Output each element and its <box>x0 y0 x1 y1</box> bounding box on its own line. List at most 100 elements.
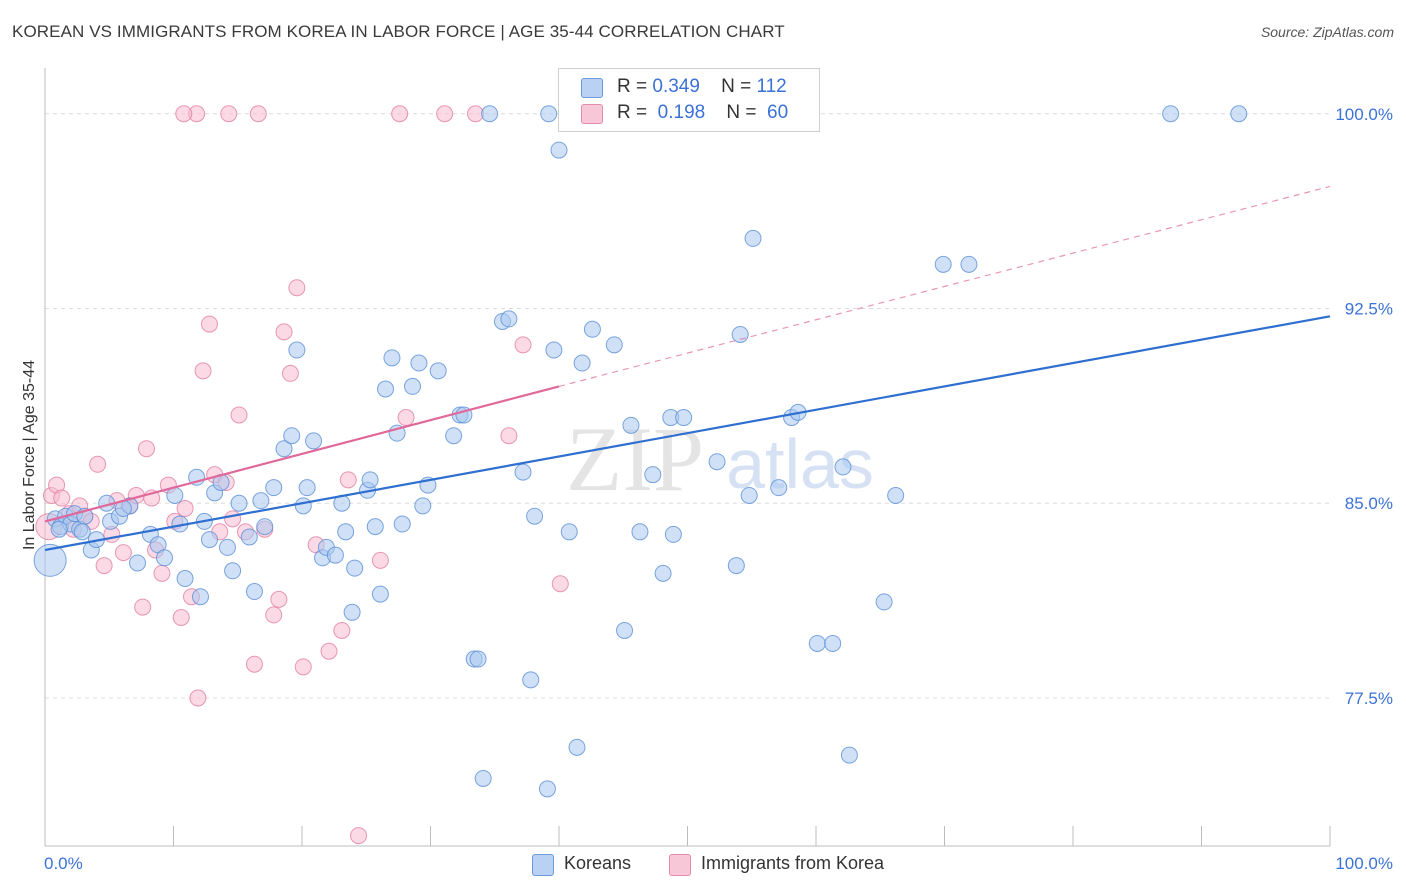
stats-legend: R = 0.349 N = 112 R = 0.198 N = 60 <box>558 68 820 132</box>
korean-point <box>294 497 312 515</box>
immigrant-point <box>320 642 338 660</box>
korean-point <box>200 531 218 549</box>
x-tick-label-max: 100.0% <box>1335 854 1393 873</box>
korean-point <box>218 538 236 556</box>
korean-point <box>305 432 323 450</box>
immigrant-point <box>224 510 242 528</box>
immigrant-point <box>200 315 218 333</box>
immigrant-point <box>436 105 454 123</box>
series-legend: Koreans Immigrants from Korea <box>0 852 1406 878</box>
korean-point <box>583 320 601 338</box>
korean-point <box>275 440 293 458</box>
korean-point <box>445 427 463 445</box>
korean-point <box>887 486 905 504</box>
korean-point <box>404 377 422 395</box>
immigrant-point <box>194 362 212 380</box>
korean-point <box>33 543 67 577</box>
immigrant-point <box>371 551 389 569</box>
korean-point <box>346 559 364 577</box>
immigrant-point <box>172 608 190 626</box>
korean-point <box>469 650 487 668</box>
korean-point <box>245 583 263 601</box>
immigrants-swatch <box>581 104 603 124</box>
immigrants-trend-extension <box>558 185 1331 387</box>
korean-point <box>526 507 544 525</box>
korean-point <box>740 486 758 504</box>
korean-point <box>361 471 379 489</box>
korean-point <box>1230 105 1248 123</box>
korean-point <box>875 593 893 611</box>
korean-point <box>550 141 568 159</box>
immigrant-point <box>294 658 312 676</box>
korean-point <box>960 255 978 273</box>
immigrant-point <box>350 827 368 845</box>
immigrant-point <box>288 279 306 297</box>
korean-point <box>240 528 258 546</box>
korean-point <box>538 780 556 798</box>
korean-point <box>522 671 540 689</box>
korean-point <box>474 769 492 787</box>
korean-point <box>616 621 634 639</box>
korean-point <box>824 634 842 652</box>
r-value: 0.198 <box>657 102 706 123</box>
immigrant-point <box>175 105 193 123</box>
korean-point <box>366 518 384 536</box>
korean-point <box>256 518 274 536</box>
korean-point <box>50 520 68 538</box>
grid-lines <box>45 113 1330 699</box>
immigrant-point <box>153 564 171 582</box>
y-tick-label: 77.5% <box>1345 689 1393 708</box>
korean-point <box>288 341 306 359</box>
n-value: 112 <box>756 76 787 97</box>
immigrant-point <box>89 455 107 473</box>
immigrant-point <box>397 409 415 427</box>
korean-point <box>540 105 558 123</box>
korean-point <box>500 310 518 328</box>
immigrant-point <box>95 557 113 575</box>
korean-point <box>156 549 174 567</box>
korean-point <box>545 341 563 359</box>
r-value: 0.349 <box>652 76 700 97</box>
y-tick-label: 92.5% <box>1345 300 1393 319</box>
korean-point <box>727 557 745 575</box>
n-label: N = <box>721 76 752 97</box>
immigrant-point <box>333 621 351 639</box>
korean-point <box>176 570 194 588</box>
x-tick-label-min: 0.0% <box>44 854 83 873</box>
immigrant-point <box>500 427 518 445</box>
korean-point <box>731 325 749 343</box>
immigrant-point <box>281 364 299 382</box>
immigrant-point <box>53 489 71 507</box>
immigrant-point <box>138 440 156 458</box>
korean-point <box>298 479 316 497</box>
korean-point <box>252 492 270 510</box>
r-label: R = <box>617 76 648 97</box>
immigrant-point <box>176 499 194 517</box>
immigrant-point <box>275 323 293 341</box>
korean-point <box>675 409 693 427</box>
korean-point <box>73 523 91 541</box>
korean-point <box>631 523 649 541</box>
korean-point <box>664 525 682 543</box>
korean-point <box>283 427 301 445</box>
korean-point <box>429 362 447 380</box>
n-value: 60 <box>767 102 789 123</box>
korean-point <box>605 336 623 354</box>
korean-point <box>808 634 826 652</box>
immigrant-point <box>391 105 409 123</box>
immigrant-point <box>270 590 288 608</box>
korean-point <box>708 453 726 471</box>
korean-point <box>230 494 248 512</box>
immigrant-point <box>189 689 207 707</box>
korean-point <box>840 746 858 764</box>
korean-point <box>383 349 401 367</box>
immigrant-point <box>245 655 263 673</box>
korean-point <box>644 466 662 484</box>
korean-point <box>337 523 355 541</box>
korean-point <box>129 554 147 572</box>
koreans-swatch <box>581 78 603 98</box>
korean-point <box>573 354 591 372</box>
immigrant-point <box>134 598 152 616</box>
korean-point <box>622 416 640 434</box>
koreans-legend-swatch <box>532 854 554 876</box>
